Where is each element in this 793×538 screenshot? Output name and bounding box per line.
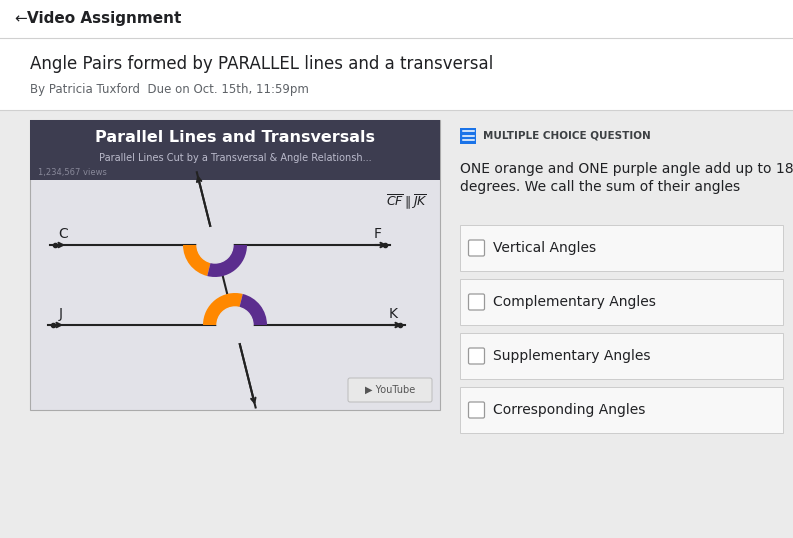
Text: ←: ← [14,11,27,26]
FancyBboxPatch shape [0,0,793,38]
Text: Video Assignment: Video Assignment [27,11,182,26]
FancyBboxPatch shape [469,240,485,256]
FancyBboxPatch shape [460,279,783,325]
Text: Angle Pairs formed by PARALLEL lines and a transversal: Angle Pairs formed by PARALLEL lines and… [30,55,493,73]
Text: ONE orange and ONE purple angle add up to 180: ONE orange and ONE purple angle add up t… [460,162,793,176]
FancyBboxPatch shape [469,348,485,364]
Circle shape [197,227,233,263]
FancyBboxPatch shape [460,333,783,379]
Wedge shape [207,245,247,277]
Text: Supplementary Angles: Supplementary Angles [493,349,650,363]
FancyBboxPatch shape [460,387,783,433]
Text: Vertical Angles: Vertical Angles [493,241,596,255]
FancyBboxPatch shape [469,294,485,310]
FancyBboxPatch shape [0,38,793,110]
Text: J: J [59,307,63,321]
Wedge shape [235,294,267,325]
FancyBboxPatch shape [348,378,432,402]
Text: $\overline{CF} \parallel \overline{JK}$: $\overline{CF} \parallel \overline{JK}$ [386,193,428,211]
FancyBboxPatch shape [0,110,793,538]
Text: K: K [389,307,397,321]
Text: ▶ YouTube: ▶ YouTube [365,385,415,395]
Wedge shape [183,245,215,276]
Text: MULTIPLE CHOICE QUESTION: MULTIPLE CHOICE QUESTION [483,131,651,141]
FancyBboxPatch shape [469,402,485,418]
Text: Parallel Lines and Transversals: Parallel Lines and Transversals [95,131,375,145]
Text: By Patricia Tuxford  Due on Oct. 15th, 11:59pm: By Patricia Tuxford Due on Oct. 15th, 11… [30,83,309,96]
Circle shape [217,307,253,343]
FancyBboxPatch shape [460,225,783,271]
Wedge shape [203,293,243,325]
Text: Corresponding Angles: Corresponding Angles [493,403,646,417]
Text: Complementary Angles: Complementary Angles [493,295,656,309]
Text: 1,234,567 views: 1,234,567 views [38,167,107,176]
Text: Parallel Lines Cut by a Transversal & Angle Relationsh...: Parallel Lines Cut by a Transversal & An… [98,153,371,163]
Text: C: C [58,227,68,241]
FancyBboxPatch shape [30,120,440,180]
FancyBboxPatch shape [460,128,476,144]
Text: degrees. We call the sum of their angles: degrees. We call the sum of their angles [460,180,740,194]
FancyBboxPatch shape [30,120,440,410]
Text: F: F [374,227,382,241]
